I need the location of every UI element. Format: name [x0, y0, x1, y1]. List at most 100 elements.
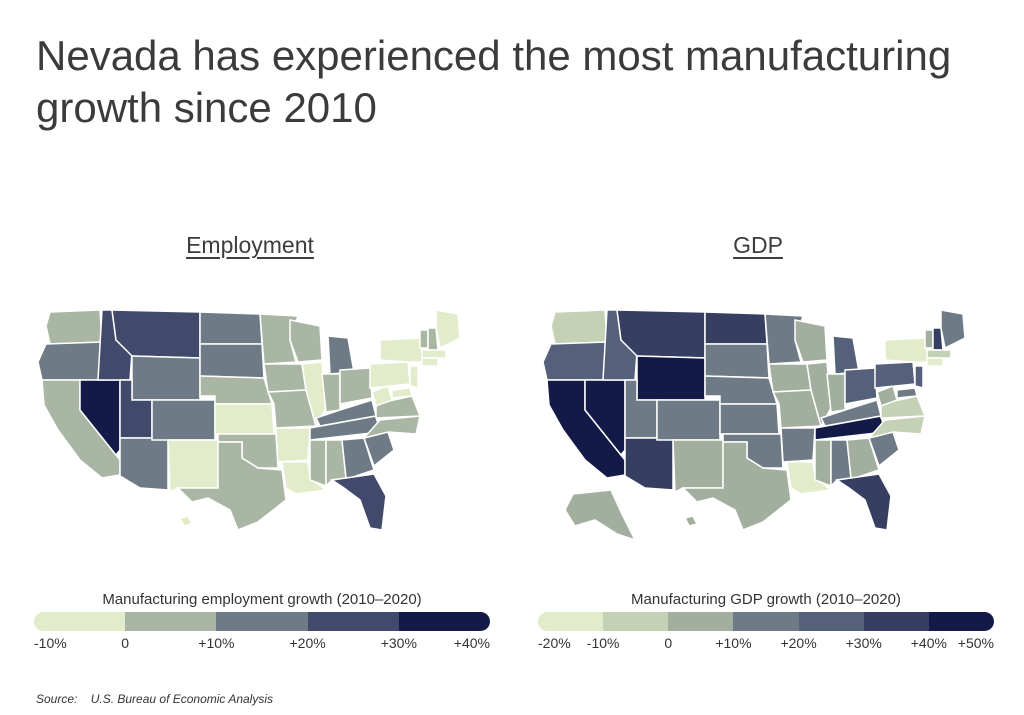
legend-tick-label: -20% [538, 635, 571, 651]
gdp-legend-ticks: -20% -10% 0 +10% +20% +30% +40% +50% [538, 635, 994, 653]
state-ms [309, 439, 327, 488]
state-wa [45, 309, 103, 345]
legend-tick-label: -10% [34, 635, 67, 651]
state-nj [409, 365, 419, 389]
legend-tick-label: +30% [380, 635, 417, 651]
state-ct [421, 357, 439, 367]
state-ms [814, 439, 832, 488]
employment-legend-bar [34, 612, 490, 631]
legend-swatch [538, 612, 604, 631]
state-or [542, 341, 608, 381]
legend-tick-label: +10% [715, 635, 752, 651]
state-me [940, 309, 966, 350]
state-ct [926, 357, 944, 367]
state-mn [764, 313, 805, 365]
state-md [896, 387, 918, 399]
state-co [151, 399, 216, 441]
legend-swatch [863, 612, 929, 631]
legend-swatch [398, 612, 490, 631]
legend-tick-label: +30% [845, 635, 882, 651]
state-ny [379, 337, 425, 363]
state-hi [178, 515, 194, 527]
state-in [826, 373, 846, 413]
state-oh [844, 367, 878, 405]
state-fl [834, 473, 892, 531]
legend-tick-label: +40% [453, 635, 490, 651]
state-md [391, 387, 413, 399]
state-wy [636, 355, 706, 401]
gdp-legend-bar [538, 612, 994, 631]
legend-tick-label: 0 [664, 635, 673, 651]
state-wi [289, 319, 323, 363]
state-va [375, 395, 422, 419]
state-sd [199, 343, 265, 379]
state-nm [672, 439, 724, 494]
state-vt [924, 329, 934, 349]
state-az [624, 437, 674, 491]
state-tx [681, 441, 792, 531]
chart-title: Nevada has experienced the most manufact… [36, 32, 952, 131]
legend-tick-label: +40% [910, 635, 947, 651]
state-mo [771, 389, 822, 429]
state-co [656, 399, 721, 441]
gdp-map-heading: GDP [733, 232, 783, 258]
state-ia [263, 363, 307, 393]
legend-swatch [216, 612, 308, 631]
legend-tick-label: +20% [289, 635, 326, 651]
state-ky [819, 399, 882, 427]
state-hi [683, 515, 699, 527]
state-nj [914, 365, 924, 389]
state-nd [704, 311, 768, 345]
legend-swatch [668, 612, 734, 631]
state-sd [704, 343, 770, 379]
state-wy [131, 355, 201, 401]
state-in [321, 373, 341, 413]
source-text: U.S. Bureau of Economic Analysis [90, 692, 274, 706]
legend-tick-label: -10% [586, 635, 620, 651]
legend-swatch [733, 612, 799, 631]
employment-map [37, 309, 461, 531]
state-ia [768, 363, 812, 393]
legend-tick-label: +50% [957, 635, 994, 651]
legend-swatch [603, 612, 669, 631]
state-mi [832, 335, 860, 375]
state-ar [275, 427, 311, 463]
state-mo [266, 389, 317, 429]
state-or [37, 341, 103, 381]
state-vt [419, 329, 429, 349]
state-oh [339, 367, 373, 405]
legend-tick-label: +20% [780, 635, 817, 651]
state-pa [369, 361, 411, 389]
state-wa [550, 309, 608, 345]
employment-legend-ticks: -10% 0 +10% +20% +30% +40% [34, 635, 490, 653]
employment-legend-title: Manufacturing employment growth (2010–20… [102, 591, 422, 608]
state-va [880, 395, 927, 419]
gdp-legend-title: Manufacturing GDP growth (2010–2020) [631, 591, 901, 608]
state-ks [214, 403, 275, 435]
state-ga [846, 437, 880, 479]
employment-map-heading: Employment [186, 232, 314, 258]
state-ky [314, 399, 377, 427]
legend-swatch [34, 612, 126, 631]
legend-tick-label: +10% [198, 635, 235, 651]
state-wv [876, 385, 898, 407]
state-ak [564, 489, 637, 542]
state-ar [780, 427, 816, 463]
state-pa [874, 361, 916, 389]
state-wi [794, 319, 828, 363]
source-note: Source: U.S. Bureau of Economic Analysis [36, 692, 273, 706]
legend-swatch [928, 612, 994, 631]
state-ga [341, 437, 375, 479]
state-wv [371, 385, 393, 407]
gdp-map [542, 309, 966, 542]
state-mn [259, 313, 300, 365]
state-mi [327, 335, 355, 375]
state-ma [421, 349, 447, 359]
state-ny [884, 337, 930, 363]
legend-swatch [125, 612, 217, 631]
state-la [281, 461, 328, 495]
state-tx [176, 441, 287, 531]
state-fl [329, 473, 387, 531]
state-az [119, 437, 169, 491]
source-label: Source: [36, 692, 78, 706]
